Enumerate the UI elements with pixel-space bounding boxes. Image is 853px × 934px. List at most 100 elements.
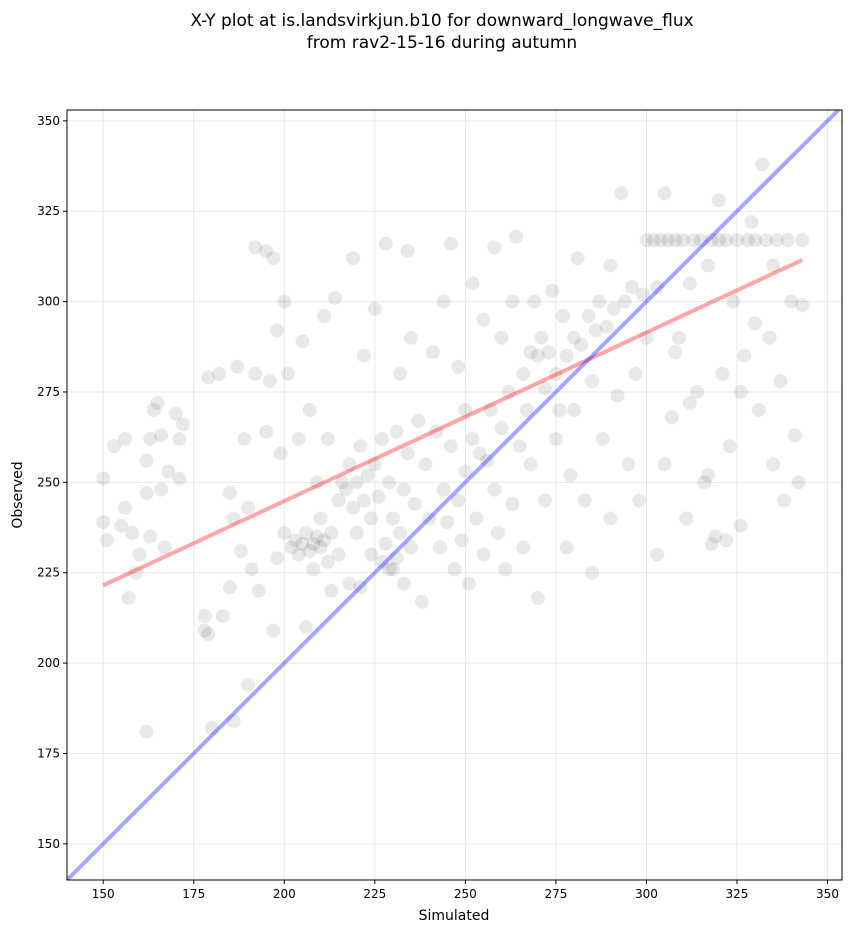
data-point	[704, 536, 719, 551]
data-point	[299, 525, 314, 540]
data-point	[523, 457, 538, 472]
data-point	[740, 233, 755, 248]
y-tick-label: 200	[37, 656, 60, 670]
data-point	[436, 294, 451, 309]
data-point	[125, 525, 140, 540]
data-point	[527, 294, 542, 309]
data-point	[476, 312, 491, 327]
data-point	[751, 403, 766, 418]
data-point	[748, 233, 763, 248]
data-point	[172, 471, 187, 486]
data-point	[385, 511, 400, 526]
y-axis-label: Observed	[10, 461, 26, 528]
data-point	[516, 366, 531, 381]
data-point	[509, 229, 524, 244]
data-point	[541, 345, 556, 360]
data-point	[121, 591, 136, 606]
data-point	[461, 576, 476, 591]
data-point	[241, 677, 256, 692]
data-point	[606, 301, 621, 316]
x-tick-label: 175	[182, 887, 205, 901]
data-point	[201, 370, 216, 385]
data-point	[498, 562, 513, 577]
data-point	[400, 446, 415, 461]
data-point	[552, 403, 567, 418]
data-point	[490, 525, 505, 540]
y-tick-label: 350	[37, 114, 60, 128]
data-point	[396, 482, 411, 497]
data-point	[407, 497, 422, 512]
data-point	[422, 511, 437, 526]
data-point	[295, 334, 310, 349]
data-point	[411, 413, 426, 428]
x-tick-label: 200	[273, 887, 296, 901]
data-point	[516, 540, 531, 555]
data-point	[635, 287, 650, 302]
data-point	[523, 345, 538, 360]
data-point	[650, 280, 665, 295]
data-point	[335, 475, 350, 490]
data-point	[251, 583, 266, 598]
data-point	[175, 417, 190, 432]
data-point	[443, 439, 458, 454]
data-point	[320, 431, 335, 446]
data-point	[378, 236, 393, 251]
data-point	[530, 591, 545, 606]
data-point	[168, 406, 183, 421]
data-point	[487, 482, 502, 497]
data-point	[201, 627, 216, 642]
data-point	[212, 366, 227, 381]
data-point	[226, 713, 241, 728]
data-point	[222, 486, 237, 501]
data-point	[302, 544, 317, 559]
data-point	[273, 446, 288, 461]
data-point	[451, 359, 466, 374]
data-point	[661, 233, 676, 248]
data-point	[787, 428, 802, 443]
data-point	[668, 233, 683, 248]
data-point	[237, 431, 252, 446]
data-point	[324, 525, 339, 540]
data-point	[639, 330, 654, 345]
data-point	[577, 493, 592, 508]
data-point	[277, 294, 292, 309]
data-point	[440, 515, 455, 530]
data-point	[385, 562, 400, 577]
data-point	[719, 233, 734, 248]
data-point	[331, 493, 346, 508]
data-point	[364, 511, 379, 526]
data-point	[302, 403, 317, 418]
data-point	[650, 547, 665, 562]
data-point	[632, 493, 647, 508]
data-point	[773, 374, 788, 389]
scatter-points	[96, 157, 810, 739]
data-point	[614, 186, 629, 201]
data-point	[248, 240, 263, 255]
data-point	[154, 428, 169, 443]
x-tick-label: 325	[726, 887, 749, 901]
data-point	[241, 500, 256, 515]
data-point	[581, 309, 596, 324]
data-point	[538, 381, 553, 396]
data-point	[693, 233, 708, 248]
data-point	[567, 403, 582, 418]
data-point	[414, 594, 429, 609]
data-point	[733, 518, 748, 533]
data-point	[657, 457, 672, 472]
data-point	[780, 233, 795, 248]
data-point	[259, 243, 274, 258]
data-point	[519, 403, 534, 418]
x-axis-label: Simulated	[419, 908, 490, 924]
data-point	[599, 319, 614, 334]
data-point	[143, 431, 158, 446]
y-tick-label: 150	[37, 837, 60, 851]
data-point	[117, 431, 132, 446]
data-point	[389, 551, 404, 566]
data-point	[313, 540, 328, 555]
data-point	[349, 525, 364, 540]
data-point	[393, 525, 408, 540]
y-tick-label: 175	[37, 746, 60, 760]
data-point	[701, 258, 716, 273]
data-point	[117, 500, 132, 515]
